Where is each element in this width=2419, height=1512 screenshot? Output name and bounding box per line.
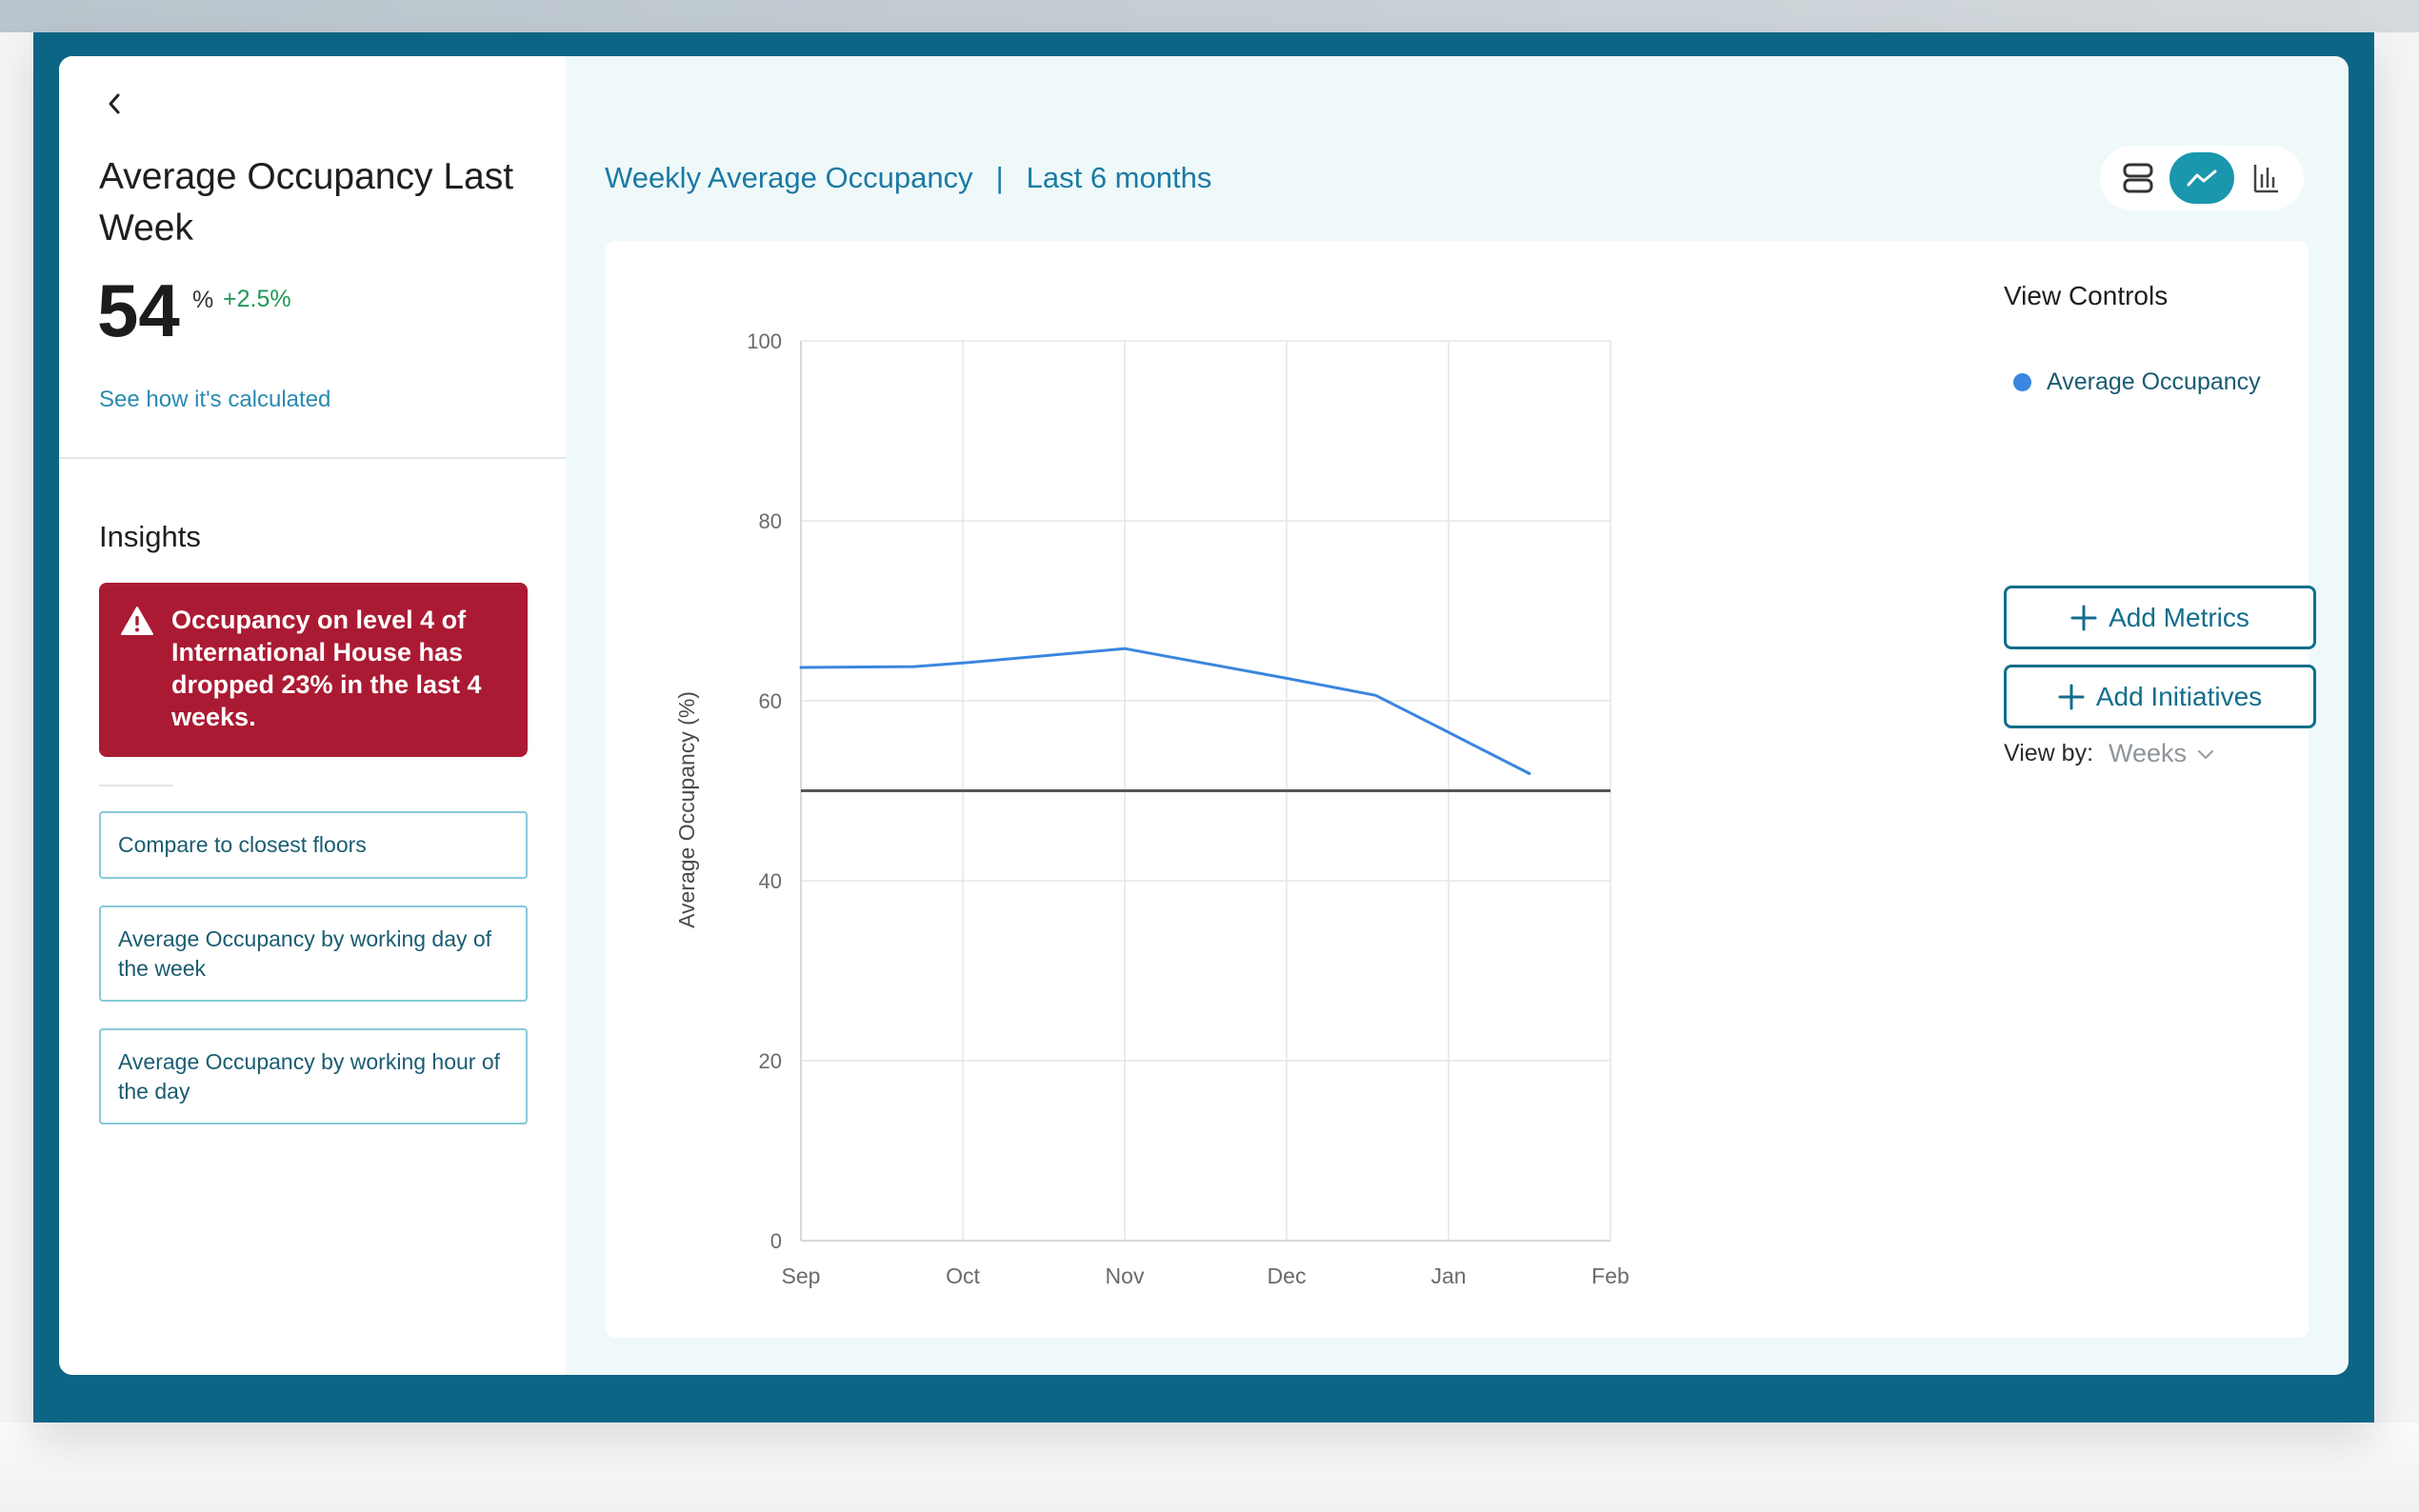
occupancy-line-chart: 0 20 40 60 80 100 Sep Oct Nov Dec Jan Feb Average Oc… — [674, 329, 1629, 1288]
line-chart-button[interactable] — [2169, 152, 2234, 204]
view-switch — [2100, 146, 2304, 210]
y-tick-label: 60 — [759, 689, 782, 713]
y-tick-label: 80 — [759, 509, 782, 533]
add-initiatives-label: Add Initiatives — [2095, 681, 2263, 711]
warning-icon — [120, 606, 154, 644]
period-selector[interactable]: Last 6 months — [1026, 161, 1212, 194]
x-tick-label: Oct — [946, 1263, 980, 1288]
alert-text: Occupancy on level 4 of International Ho… — [171, 606, 482, 731]
title-separator: | — [995, 161, 1004, 194]
divider — [59, 457, 566, 459]
kpi-unit: % — [192, 287, 214, 313]
table-view-button[interactable] — [2106, 152, 2170, 204]
x-tick-label: Sep — [782, 1263, 821, 1288]
chart-header: Weekly Average Occupancy | Last 6 months — [605, 161, 1211, 195]
legend-label: Average Occupancy — [2047, 368, 2261, 395]
x-tick-label: Feb — [1591, 1263, 1629, 1288]
browser-top-strip — [0, 0, 2419, 32]
table-view-icon — [2123, 163, 2153, 193]
kpi-delta: +2.5% — [223, 286, 291, 312]
page-background — [0, 1422, 2419, 1512]
compare-floors-button[interactable]: Compare to closest floors — [99, 811, 528, 879]
view-controls-title: View Controls — [2004, 281, 2169, 310]
occupancy-by-hour-button[interactable]: Average Occupancy by working hour of the… — [99, 1028, 528, 1124]
divider — [99, 785, 173, 786]
view-by-control: View by: Weeks — [2004, 739, 2215, 768]
legend-item-average-occupancy[interactable]: Average Occupancy — [2013, 368, 2261, 396]
insights-title: Insights — [99, 520, 201, 553]
bar-chart-button[interactable] — [2233, 152, 2298, 204]
view-by-label: View by: — [2004, 740, 2094, 766]
view-by-value: Weeks — [2109, 739, 2188, 767]
series-line-average-occupancy — [799, 647, 1531, 775]
x-tick-label: Jan — [1430, 1263, 1466, 1288]
see-calculation-link[interactable]: See how it's calculated — [99, 387, 331, 412]
occupancy-by-day-button[interactable]: Average Occupancy by working day of the … — [99, 905, 528, 1002]
chevron-left-icon — [109, 93, 120, 114]
add-metrics-button[interactable]: Add Metrics — [2004, 586, 2316, 649]
kpi-value: 54 — [97, 269, 180, 352]
kpi-title: Average Occupancy Last Week — [99, 156, 514, 249]
y-axis-title: Average Occupancy (%) — [674, 691, 699, 928]
y-tick-label: 20 — [759, 1049, 782, 1073]
view-by-select[interactable]: Weeks — [2109, 739, 2215, 768]
back-button[interactable] — [95, 85, 133, 123]
add-initiatives-button[interactable]: Add Initiatives — [2004, 665, 2316, 728]
plus-icon — [2070, 605, 2097, 631]
x-tick-label: Dec — [1268, 1263, 1307, 1288]
add-metrics-label: Add Metrics — [2109, 602, 2249, 632]
line-chart-icon — [2187, 169, 2217, 187]
series-color-dot — [2013, 373, 2031, 391]
x-tick-label: Nov — [1106, 1263, 1145, 1288]
chevron-down-icon — [2197, 749, 2214, 760]
sidebar: Average Occupancy Last Week 54 % +2.5% S… — [59, 56, 566, 1375]
bar-chart-icon — [2253, 165, 2278, 193]
chart-panel: 0 20 40 60 80 100 Sep Oct Nov Dec Jan Feb Average Oc… — [606, 241, 2316, 1338]
occupancy-card: Average Occupancy Last Week 54 % +2.5% S… — [59, 56, 2349, 1375]
plus-icon — [2058, 684, 2085, 710]
insight-alert[interactable]: Occupancy on level 4 of International Ho… — [99, 583, 528, 757]
chart-title: Weekly Average Occupancy — [605, 161, 973, 194]
y-tick-label: 0 — [770, 1229, 782, 1253]
y-tick-label: 40 — [759, 869, 782, 893]
y-tick-label: 100 — [747, 329, 782, 353]
